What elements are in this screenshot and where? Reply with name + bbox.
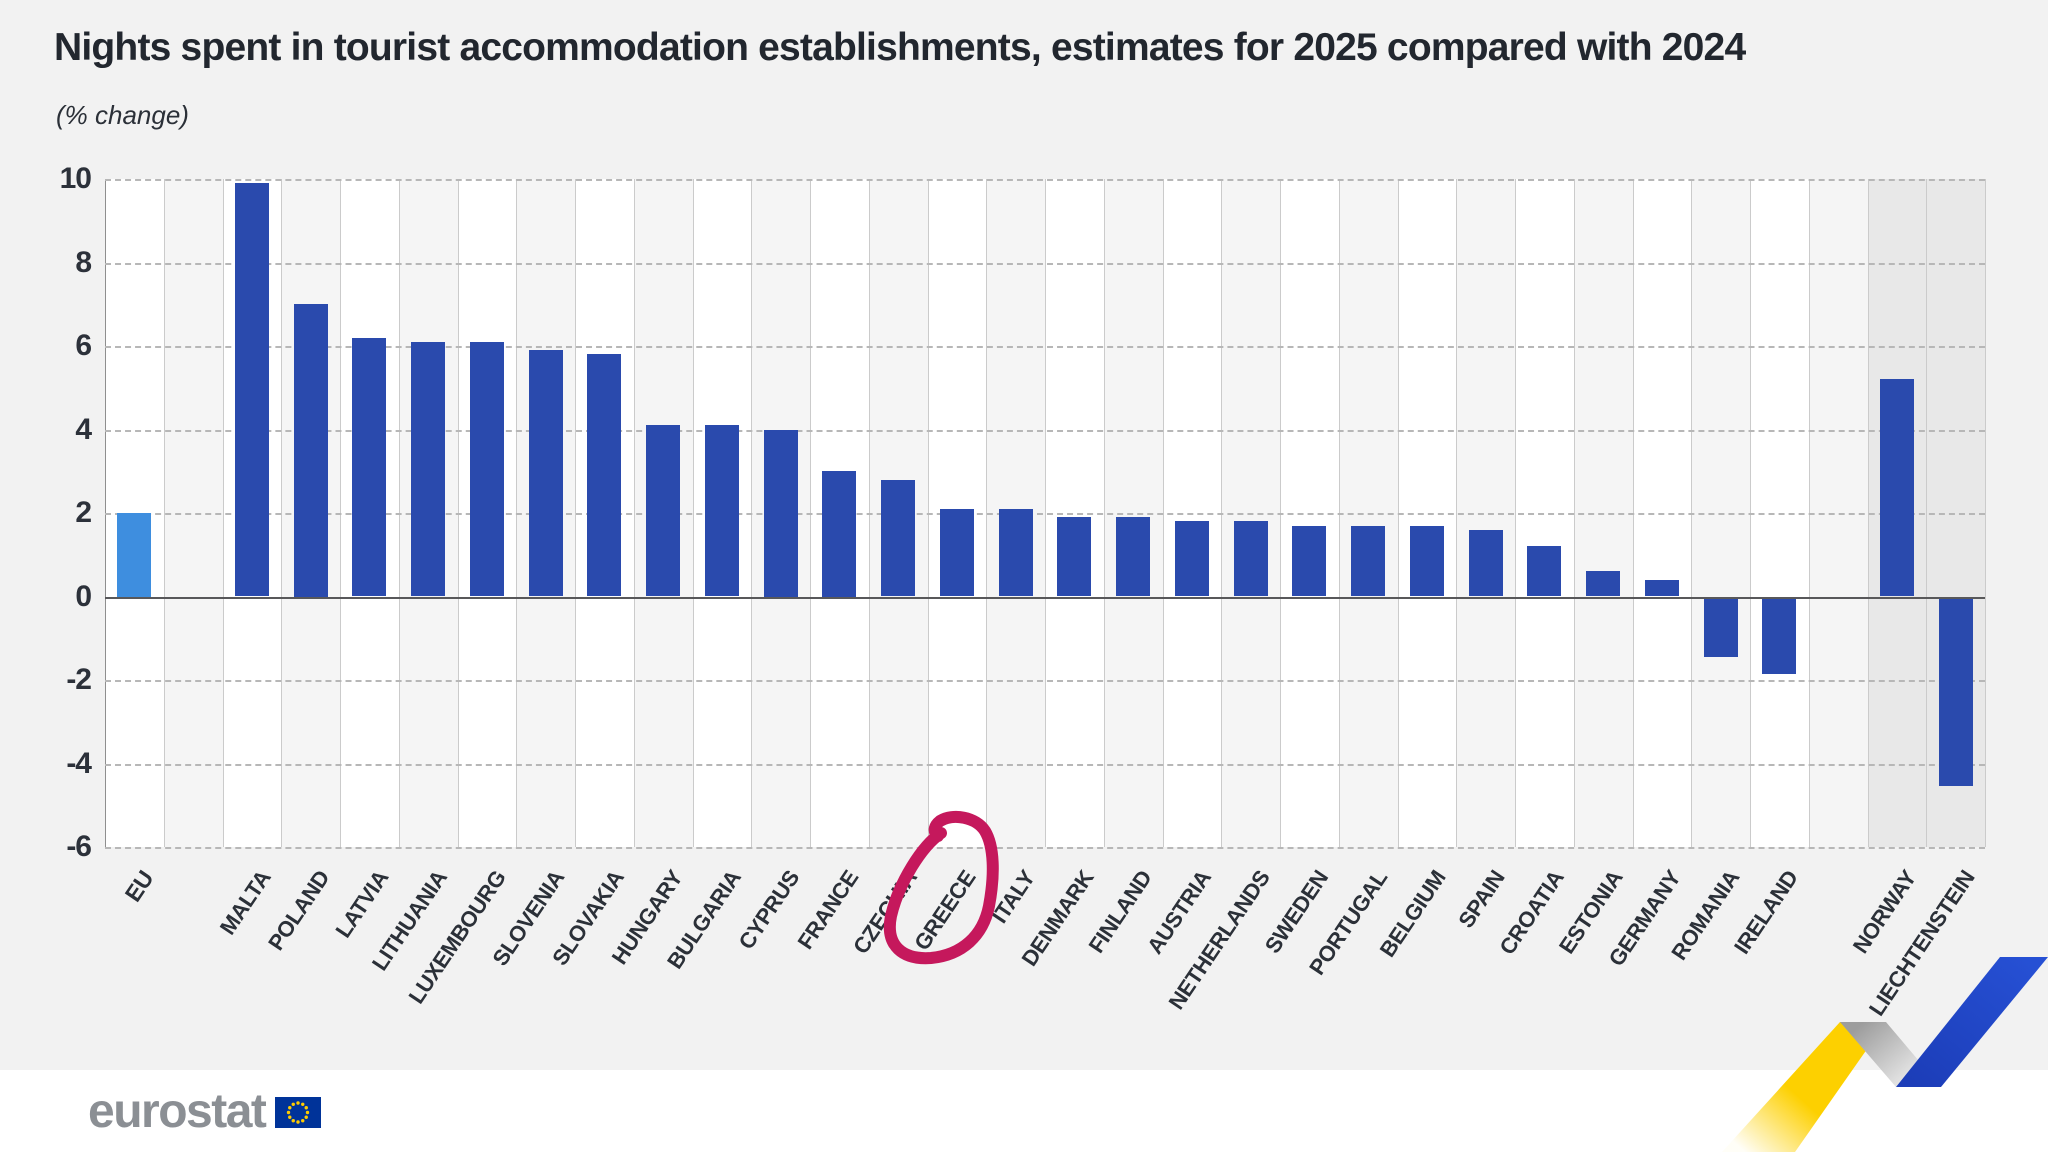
- x-label-italy: ITALY: [986, 865, 1040, 928]
- vertical-gridline: [1985, 179, 1986, 847]
- gridline--2: [105, 680, 1985, 682]
- bar-lithuania: [411, 341, 446, 597]
- y-tick-6: 6: [75, 329, 92, 362]
- x-label-latvia: LATVIA: [330, 865, 394, 943]
- bar-latvia: [352, 337, 387, 597]
- y-tick-2: 2: [75, 496, 92, 529]
- bar-denmark: [1057, 517, 1092, 597]
- bar-spain: [1468, 529, 1503, 597]
- x-label-liechtenstein: LIECHTENSTEIN: [1864, 865, 1980, 1021]
- y-tick-10: 10: [59, 162, 92, 195]
- y-tick--2: -2: [66, 663, 92, 696]
- bar-austria: [1174, 521, 1209, 597]
- x-label-eu: EU: [119, 865, 159, 907]
- eurostat-logo: eurostat: [88, 1085, 322, 1138]
- gridline--6: [105, 847, 1985, 849]
- chart-subtitle: (% change): [56, 100, 189, 130]
- eu-flag-stars: [287, 1100, 310, 1124]
- zero-axis-line: [105, 596, 1985, 599]
- bar-cyprus: [763, 429, 798, 597]
- bar-norway: [1879, 379, 1914, 597]
- bar-poland: [293, 304, 328, 597]
- y-tick-4: 4: [75, 412, 92, 446]
- bar-portugal: [1351, 525, 1386, 597]
- bar-sweden: [1292, 525, 1327, 597]
- eurostat-logo-text: eurostat: [88, 1085, 267, 1138]
- y-tick--4: -4: [66, 746, 92, 780]
- bar-hungary: [646, 425, 681, 597]
- bar-luxembourg: [469, 341, 504, 597]
- x-label-spain: SPAIN: [1453, 865, 1510, 933]
- y-tick-8: 8: [75, 245, 92, 279]
- gridline-2: [105, 513, 1985, 515]
- bar-croatia: [1527, 546, 1562, 597]
- chart-title: Nights spent in tourist accommodation es…: [54, 26, 1746, 69]
- bar-finland: [1116, 517, 1151, 597]
- gridline-4: [105, 429, 1985, 432]
- bar-greece: [939, 508, 974, 597]
- x-label-malta: MALTA: [214, 865, 276, 940]
- footer-band: [0, 1070, 2048, 1152]
- bar-netherlands: [1233, 521, 1268, 597]
- bar-chart-plot-area: -6 -4 -2 0 2 4 6 8 10: [60, 162, 1986, 863]
- bar-slovenia: [528, 350, 563, 597]
- bar-estonia: [1586, 571, 1621, 597]
- gridline-8: [105, 262, 1985, 265]
- bar-malta: [234, 183, 269, 597]
- bar-liechtenstein: [1938, 598, 1973, 787]
- bar-ireland: [1762, 598, 1797, 674]
- bar-belgium: [1409, 525, 1444, 597]
- bar-italy: [998, 508, 1033, 597]
- gridline-6: [105, 346, 1985, 348]
- bar-czechia: [881, 479, 916, 597]
- gridline-10: [105, 179, 1985, 181]
- bar-eu: [117, 513, 152, 597]
- y-tick-0: 0: [75, 579, 92, 613]
- bar-germany: [1644, 579, 1679, 597]
- eu-flag-icon: [275, 1096, 322, 1128]
- bar-bulgaria: [704, 425, 739, 597]
- bar-romania: [1703, 598, 1738, 657]
- y-tick--6: -6: [66, 830, 92, 863]
- bar-slovakia: [587, 354, 622, 597]
- bar-france: [822, 471, 857, 597]
- gridline--4: [105, 763, 1985, 766]
